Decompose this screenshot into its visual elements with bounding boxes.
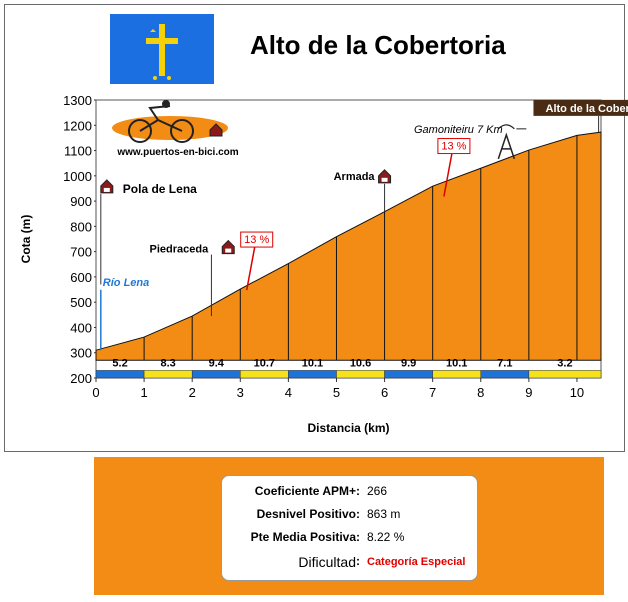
stat-label: Pte Media Positiva <box>250 530 356 544</box>
antenna-wave <box>497 124 515 130</box>
poi-label: Pola de Lena <box>123 182 197 196</box>
segment-gradient-label: 9.4 <box>209 358 225 370</box>
difficulty-bar-segment <box>288 370 337 379</box>
logo-rider-head <box>162 100 170 108</box>
stat-value: 8.22 % <box>367 530 405 544</box>
house-icon <box>100 179 114 194</box>
gradient-callout-box <box>437 138 471 155</box>
stats-box: Coeficiente APM+ : 266 Desnivel Positivo… <box>221 475 478 581</box>
gradient-callout-arrow <box>245 246 256 291</box>
stat-separator: : <box>356 507 360 521</box>
x-tick-label: 7 <box>429 385 436 400</box>
x-tick-label: 1 <box>140 385 147 400</box>
x-tick-label: 5 <box>333 385 340 400</box>
gradient-callout-box <box>240 231 274 248</box>
river-label: Río Lena <box>103 277 149 289</box>
stat-value: 266 <box>367 484 388 498</box>
y-tick-label: 300 <box>70 346 92 361</box>
logo-house-icon <box>209 123 223 137</box>
summit-label: Alto de la Cobertoria 1173 m <box>546 103 628 115</box>
house-icon <box>378 169 392 184</box>
x-tick-label: 6 <box>381 385 388 400</box>
logo-swoosh <box>112 116 228 140</box>
difficulty-label: Dificultad <box>298 554 356 570</box>
y-tick-label: 600 <box>70 270 92 285</box>
difficulty-value: Categoría Especial <box>367 556 466 568</box>
stat-row-desnivel: Desnivel Positivo : 863 m <box>222 507 477 527</box>
difficulty-bar-segment <box>95 370 145 379</box>
y-tick-label: 500 <box>70 295 92 310</box>
y-tick-label: 1100 <box>64 144 92 159</box>
y-axis-label: Cota (m) <box>19 215 33 264</box>
summit-label-box <box>533 99 628 116</box>
segment-gradient-label: 3.2 <box>557 358 572 370</box>
page-title: Alto de la Cobertoria <box>250 30 506 60</box>
y-tick-label: 1200 <box>63 118 92 133</box>
stat-label: Desnivel Positivo <box>256 507 356 521</box>
poi-label: Piedraceda <box>150 244 210 256</box>
y-tick-label: 900 <box>70 194 92 209</box>
y-tick-label: 200 <box>70 371 92 386</box>
stat-label: Coeficiente APM+ <box>254 484 356 498</box>
y-tick-label: 1300 <box>63 93 92 108</box>
house-icon-window <box>103 187 110 192</box>
y-tick-label: 1000 <box>63 169 92 184</box>
segment-gradient-label: 10.1 <box>302 358 323 370</box>
stat-separator: : <box>356 484 360 498</box>
x-axis-label: Distancia (km) <box>307 421 389 435</box>
difficulty-bar-segment <box>336 370 385 379</box>
x-tick-label: 9 <box>525 385 532 400</box>
x-tick-label: 0 <box>92 385 99 400</box>
difficulty-bar-segment <box>384 370 433 379</box>
y-tick-label: 800 <box>70 219 92 234</box>
segment-gradient-label: 5.2 <box>112 358 127 370</box>
stat-value: 863 m <box>367 507 401 521</box>
logo-wheel <box>170 119 194 143</box>
stat-row-pendiente: Pte Media Positiva : 8.22 % <box>222 530 477 550</box>
y-tick-label: 400 <box>70 320 92 335</box>
house-icon-window <box>381 177 388 182</box>
difficulty-bar-segment <box>240 370 289 379</box>
logo-site-text: www.puertos-en-bici.com <box>116 147 238 158</box>
difficulty-bar-segment <box>191 370 241 379</box>
difficulty-bar-segment <box>432 370 482 379</box>
puertos-en-bici-logo <box>112 100 228 143</box>
segment-gradient-label: 8.3 <box>160 358 175 370</box>
asturias-flag <box>110 14 214 84</box>
elevation-chart: 5.2 8.3 9.4 10.7 10.1 10.6 9.9 10.1 7.1 3.2 200 300… <box>19 93 628 435</box>
x-tick-label: 8 <box>477 385 484 400</box>
gradient-callout: 13 % <box>441 141 466 153</box>
x-tick-label: 10 <box>570 385 584 400</box>
y-tick-label: 700 <box>70 245 92 260</box>
gradient-callout: 13 % <box>244 234 269 246</box>
poi-label: Gamoniteiru 7 Km <box>414 124 503 136</box>
stat-row-dificultad: Dificultad : Categoría Especial <box>222 554 477 574</box>
x-tick-label: 3 <box>237 385 244 400</box>
house-icon <box>221 239 235 255</box>
difficulty-bar-segment <box>528 370 602 379</box>
victory-cross-icon <box>110 14 214 84</box>
antenna-mast <box>497 132 516 160</box>
segment-gradient-label: 9.9 <box>401 358 416 370</box>
x-tick-label: 4 <box>285 385 292 400</box>
difficulty-bar-segment <box>480 370 530 379</box>
x-tick-label: 2 <box>189 385 196 400</box>
stat-separator: : <box>356 530 360 544</box>
difficulty-bar-segment <box>143 370 193 379</box>
gradient-callout-arrow <box>443 153 453 197</box>
segment-gradient-label: 10.7 <box>254 358 275 370</box>
segment-gradient-label: 10.6 <box>350 358 371 370</box>
logo-wheel <box>128 119 152 143</box>
stat-row-apm: Coeficiente APM+ : 266 <box>222 484 477 504</box>
house-icon-window <box>225 248 232 253</box>
segment-gradient-label: 10.1 <box>446 358 467 370</box>
segment-gradient-label: 7.1 <box>497 358 512 370</box>
antenna-icon <box>497 124 516 160</box>
stat-separator: : <box>356 554 360 568</box>
poi-label: Armada <box>334 171 376 183</box>
